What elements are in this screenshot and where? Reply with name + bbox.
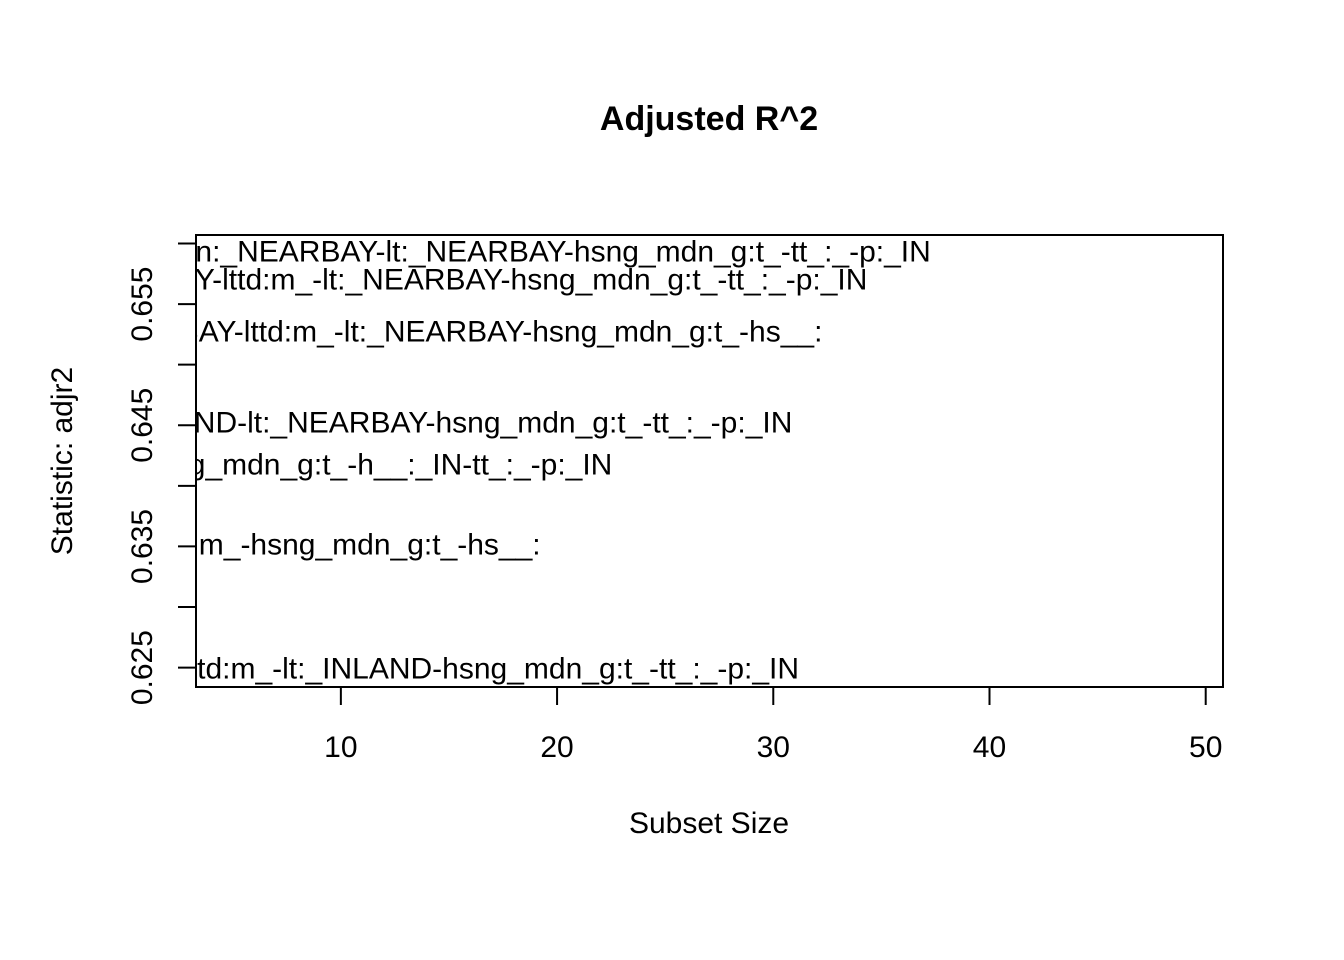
x-tick-label: 30 (757, 731, 790, 764)
x-axis-ticks: 10 20 30 40 50 (324, 687, 1222, 764)
point-label: RBAY-lttd:m_-lt:_NEARBAY-hsng_mdn_g:t_-h… (157, 315, 822, 348)
y-tick-label: 0.625 (126, 630, 159, 705)
point-label: lngtd:m_-lt:_INLAND-hsng_mdn_g:t_-tt_:_-… (157, 652, 799, 685)
point-label: BAY-lttd:m_-lt:_NEARBAY-hsng_mdn_g:t_-tt… (157, 263, 867, 296)
x-tick-label: 50 (1189, 731, 1222, 764)
x-tick-label: 20 (540, 731, 573, 764)
chart-title: Adjusted R^2 (600, 100, 818, 138)
y-axis-label: Statistic: adjr2 (46, 367, 79, 555)
y-axis-ticks: 0.625 0.635 0.645 0.655 (126, 242, 196, 705)
y-tick-label: 0.655 (126, 267, 159, 342)
point-label: LAND-lt:_NEARBAY-hsng_mdn_g:t_-tt_:_-p:_… (157, 406, 792, 439)
x-tick-label: 10 (324, 731, 357, 764)
point-label: ttd:m_-hsng_mdn_g:t_-hs__: (157, 529, 541, 562)
y-tick-label: 0.635 (126, 509, 159, 584)
point-labels: D-ln:_NEARBAY-lt:_NEARBAY-hsng_mdn_g:t_-… (157, 235, 931, 685)
point-label: sng_mdn_g:t_-h__:_IN-tt_:_-p:_IN (157, 449, 612, 482)
x-axis-label: Subset Size (629, 807, 789, 840)
y-tick-label: 0.645 (126, 388, 159, 463)
point-label: D-ln:_NEARBAY-lt:_NEARBAY-hsng_mdn_g:t_-… (157, 235, 931, 268)
x-tick-label: 40 (973, 731, 1006, 764)
